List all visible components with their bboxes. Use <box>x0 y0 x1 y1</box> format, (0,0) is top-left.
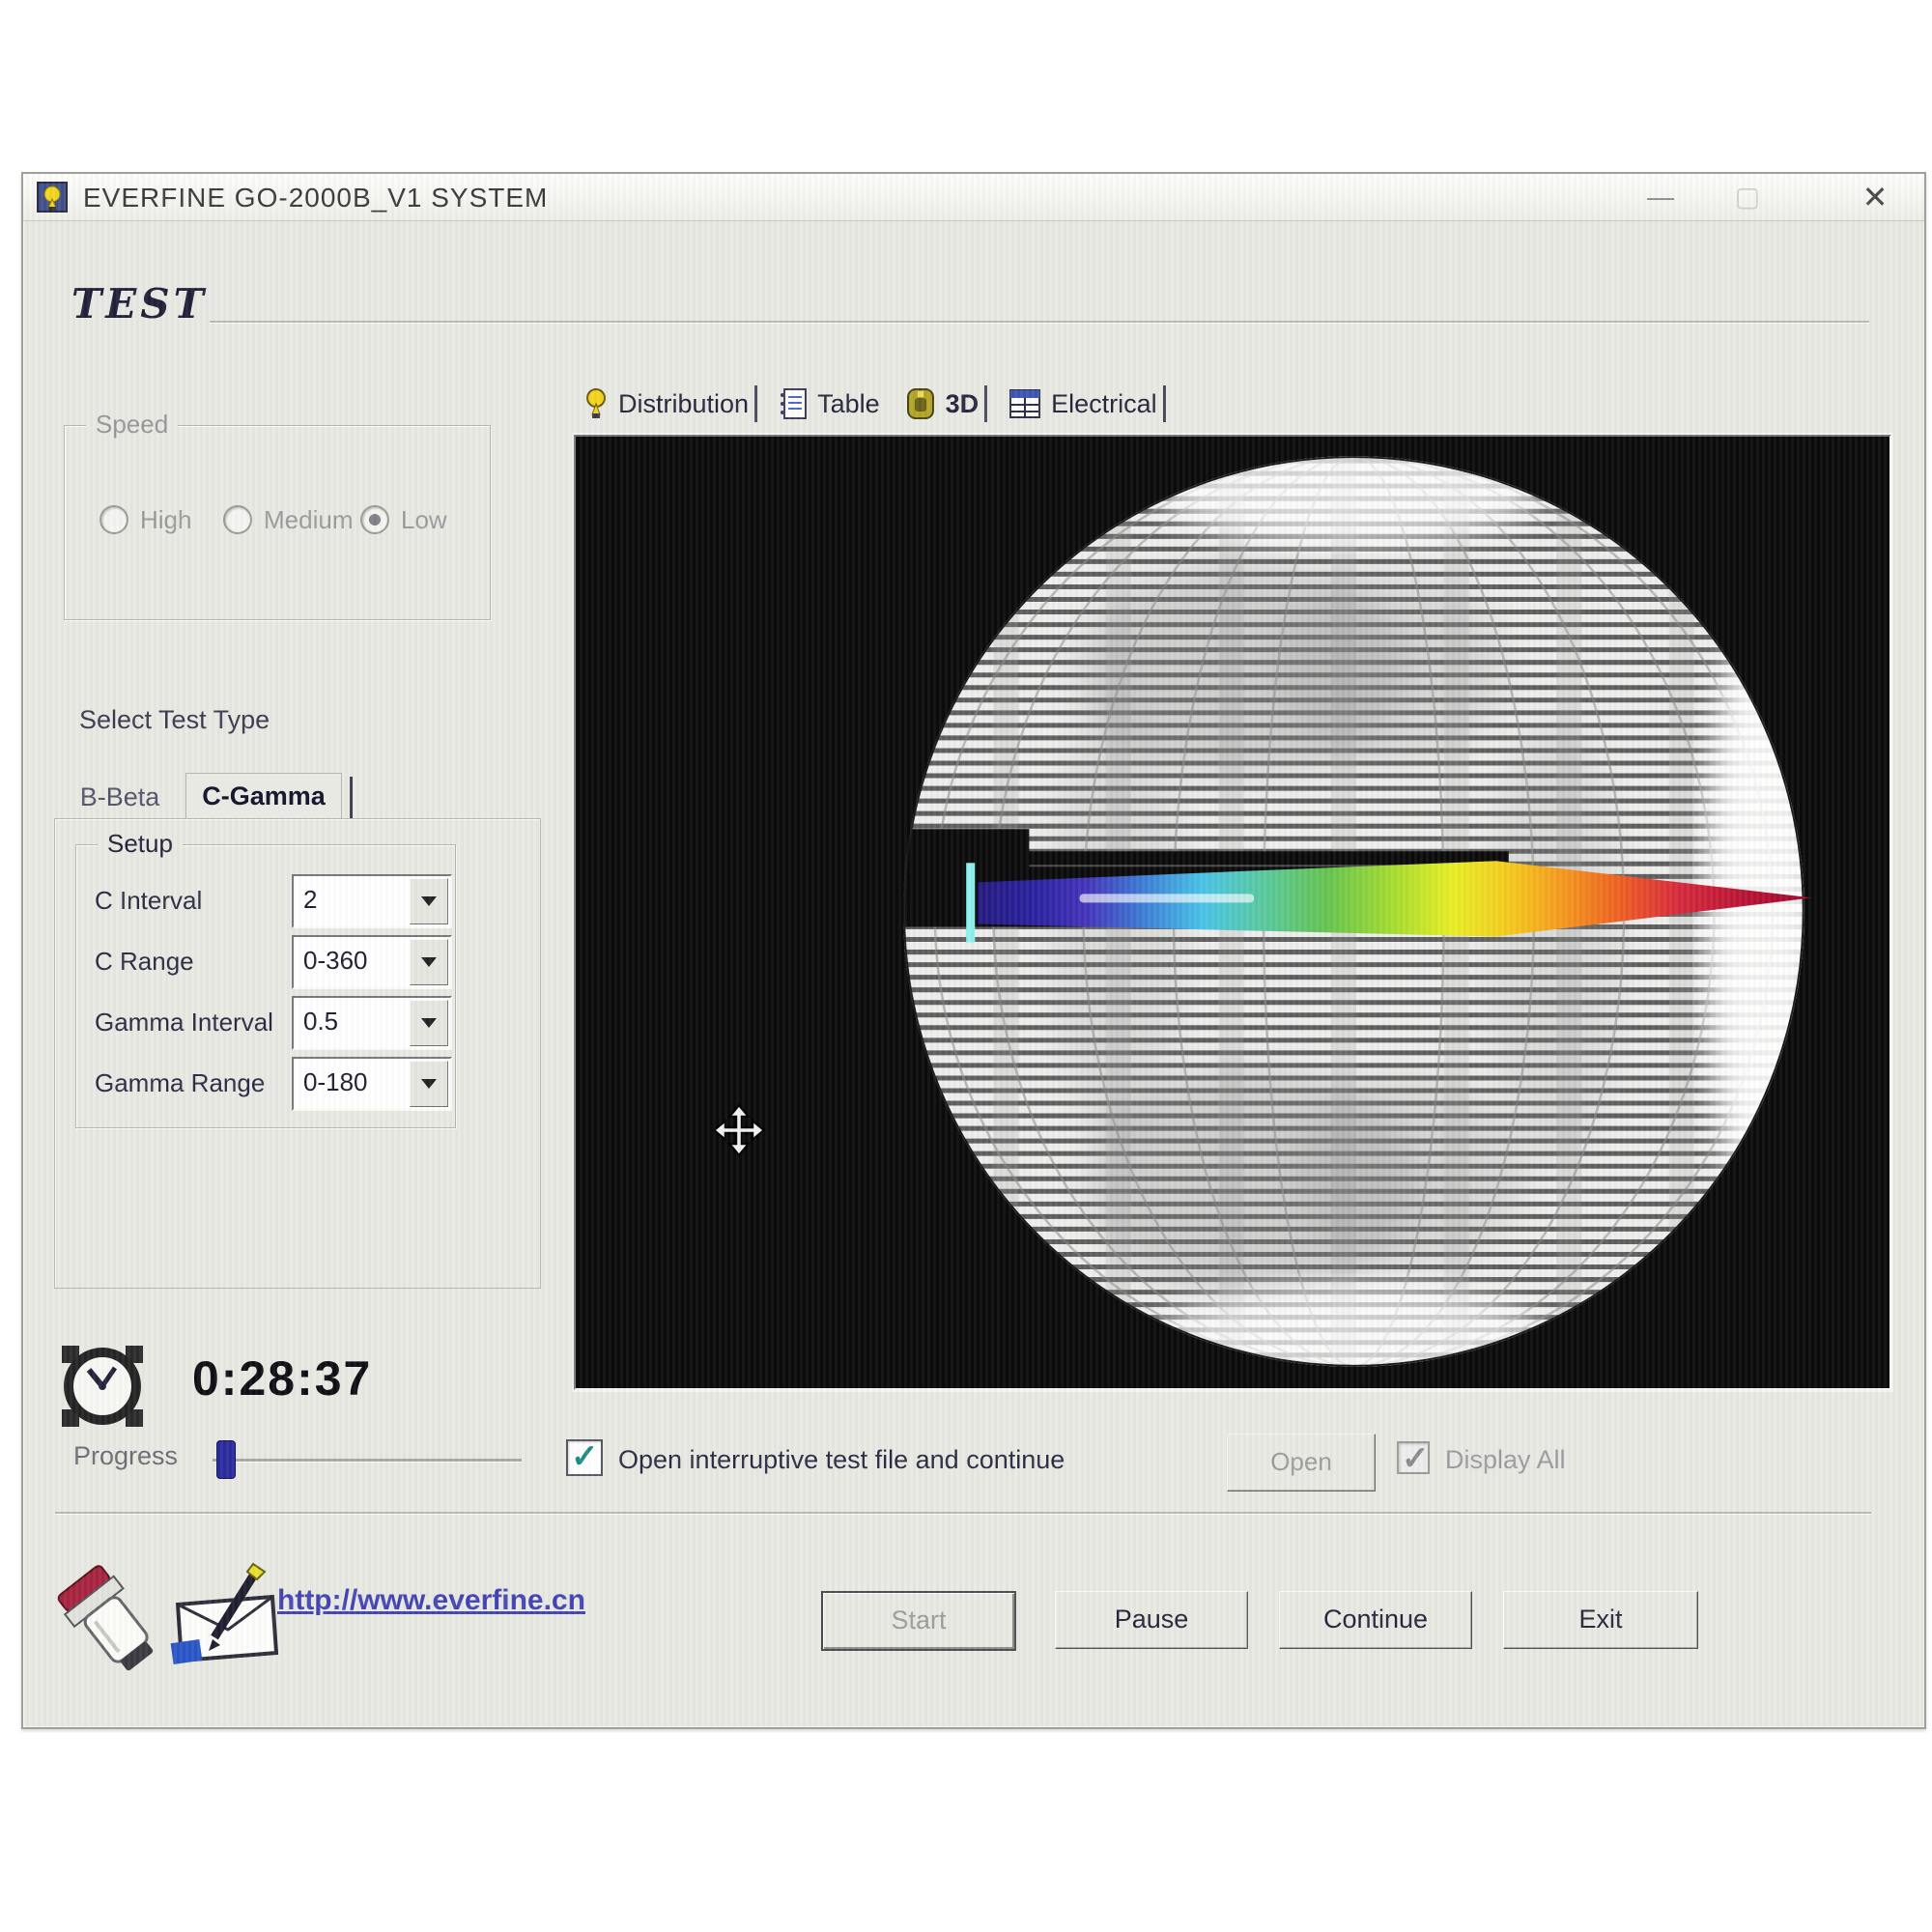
title-bar: EVERFINE GO-2000B_V1 SYSTEM — ▢ ✕ <box>23 174 1924 221</box>
open-interruptive-checkbox[interactable] <box>566 1437 603 1476</box>
c-interval-select[interactable]: 2 <box>292 874 452 928</box>
move-cursor-icon <box>712 1103 766 1157</box>
start-button[interactable]: Start <box>821 1591 1016 1651</box>
minimize-button[interactable]: — <box>1647 182 1674 212</box>
photometric-sphere-render <box>902 456 1812 1367</box>
exit-button[interactable]: Exit <box>1503 1591 1698 1649</box>
gamma-range-select[interactable]: 0-180 <box>292 1057 452 1111</box>
c-range-label: C Range <box>95 947 194 976</box>
c-interval-label: C Interval <box>95 886 203 915</box>
table-icon <box>781 388 808 419</box>
speed-radio-low-label: Low <box>401 505 447 534</box>
c-interval-value: 2 <box>303 885 318 914</box>
flashlight-icon <box>57 1565 154 1671</box>
stopwatch-icon <box>62 1346 143 1427</box>
c-range-value: 0-360 <box>303 946 368 975</box>
gamma-range-label: Gamma Range <box>95 1068 266 1097</box>
bulb-icon <box>586 388 606 418</box>
progress-slider-thumb[interactable] <box>216 1440 236 1479</box>
tab-b-beta[interactable]: B-Beta <box>79 782 160 811</box>
tab-c-gamma[interactable]: C-Gamma <box>185 773 342 818</box>
tab-electrical[interactable]: Electrical <box>1009 385 1178 422</box>
speed-radio-high-label: High <box>140 505 192 534</box>
gamma-interval-select[interactable]: 0.5 <box>292 996 452 1050</box>
maximize-button[interactable]: ▢ <box>1734 182 1761 212</box>
tab-distribution[interactable]: Distribution <box>583 385 769 422</box>
open-button[interactable]: Open <box>1227 1434 1376 1492</box>
page-title: TEST <box>71 280 208 327</box>
3d-icon <box>906 388 934 419</box>
tab-3d[interactable]: 3D <box>905 385 1000 422</box>
gamma-interval-value: 0.5 <box>303 1007 339 1036</box>
elapsed-time: 0:28:37 <box>192 1351 373 1406</box>
close-button[interactable]: ✕ <box>1861 180 1889 214</box>
app-icon <box>37 182 68 213</box>
speed-radio-medium-label: Medium <box>264 505 354 534</box>
speed-radio-low[interactable] <box>360 505 389 534</box>
speed-radio-medium[interactable] <box>223 505 252 534</box>
chevron-down-icon[interactable] <box>410 878 448 924</box>
progress-label: Progress <box>73 1441 179 1470</box>
window-title: EVERFINE GO-2000B_V1 SYSTEM <box>83 183 549 213</box>
tab-table[interactable]: Table <box>779 387 880 420</box>
speed-group: Speed High Medium Low <box>64 410 491 620</box>
tab-separator <box>754 385 758 422</box>
gamma-interval-label: Gamma Interval <box>95 1008 273 1037</box>
electrical-icon <box>1009 389 1041 418</box>
tab-separator <box>1162 385 1166 422</box>
display-all-label: Display All <box>1445 1445 1566 1474</box>
tab-divider <box>350 777 353 819</box>
progress-slider-track[interactable] <box>213 1459 522 1463</box>
display-all-checkbox[interactable] <box>1397 1439 1430 1478</box>
setup-group: Setup <box>75 829 456 1128</box>
view-tab-strip: Distribution Table 3D <box>583 379 1187 429</box>
website-link[interactable]: http://www.everfine.cn <box>277 1584 585 1616</box>
header-rule <box>210 321 1869 324</box>
pause-button[interactable]: Pause <box>1055 1591 1248 1649</box>
tab-separator <box>984 385 988 422</box>
gamma-range-value: 0-180 <box>303 1067 368 1096</box>
test-type-label: Select Test Type <box>79 705 270 734</box>
chevron-down-icon[interactable] <box>410 1000 448 1046</box>
continue-button[interactable]: Continue <box>1279 1591 1472 1649</box>
chevron-down-icon[interactable] <box>410 1061 448 1107</box>
speed-group-label: Speed <box>86 410 179 440</box>
test-type-tabpage <box>54 818 541 1289</box>
3d-viewport[interactable] <box>574 435 1891 1390</box>
open-interruptive-label: Open interruptive test file and continue <box>618 1445 1065 1474</box>
setup-group-label: Setup <box>98 829 183 859</box>
footer-rule <box>55 1512 1871 1515</box>
app-window: EVERFINE GO-2000B_V1 SYSTEM — ▢ ✕ TEST S… <box>21 172 1926 1729</box>
c-range-select[interactable]: 0-360 <box>292 935 452 989</box>
email-pen-icon <box>170 1562 279 1664</box>
speed-radio-high[interactable] <box>99 505 128 534</box>
chevron-down-icon[interactable] <box>410 939 448 985</box>
